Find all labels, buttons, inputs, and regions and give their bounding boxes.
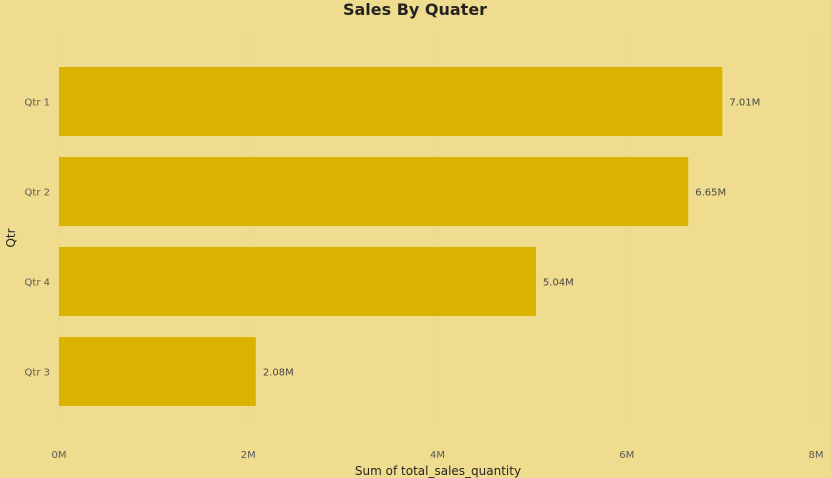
category-label: Qtr 1 xyxy=(25,98,50,109)
data-label: 6.65M xyxy=(695,188,726,199)
category-label: Qtr 4 xyxy=(25,278,50,289)
bar[interactable] xyxy=(59,247,536,316)
x-tick-label: 6M xyxy=(619,450,634,461)
chart-title: Sales By Quater xyxy=(343,0,487,19)
x-tick-label: 4M xyxy=(430,450,445,461)
category-label: Qtr 3 xyxy=(25,368,50,379)
category-label: Qtr 2 xyxy=(25,188,50,199)
data-label: 2.08M xyxy=(263,368,294,379)
bar[interactable] xyxy=(59,337,256,406)
bars xyxy=(59,67,723,406)
data-label: 7.01M xyxy=(729,98,760,109)
x-axis-title: Sum of total_sales_quantity xyxy=(355,464,521,478)
x-tick-label: 0M xyxy=(52,450,67,461)
x-tick-label: 2M xyxy=(241,450,256,461)
category-labels: Qtr 1 Qtr 2 Qtr 4 Qtr 3 xyxy=(25,98,50,379)
x-tick-labels: 0M 2M 4M 6M 8M xyxy=(52,450,824,461)
x-tick-label: 8M xyxy=(809,450,824,461)
data-label: 5.04M xyxy=(543,278,574,289)
bar[interactable] xyxy=(59,67,723,136)
y-axis-title: Qtr xyxy=(4,228,18,247)
bar[interactable] xyxy=(59,157,689,226)
data-labels: 7.01M 6.65M 5.04M 2.08M xyxy=(263,98,760,379)
